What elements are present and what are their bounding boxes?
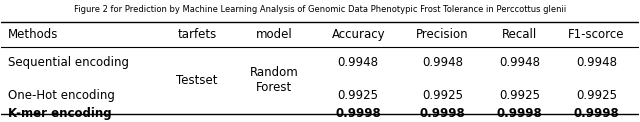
Text: 0.9925: 0.9925 [422,89,463,102]
Text: Accuracy: Accuracy [332,28,385,41]
Text: Random
Forest: Random Forest [250,66,298,94]
Text: 0.9948: 0.9948 [499,56,540,69]
Text: 0.9998: 0.9998 [573,107,620,120]
Text: 0.9998: 0.9998 [497,107,542,120]
Text: Methods: Methods [8,28,58,41]
Text: F1-scorce: F1-scorce [568,28,625,41]
Text: Recall: Recall [502,28,537,41]
Text: 0.9948: 0.9948 [338,56,379,69]
Text: 0.9998: 0.9998 [419,107,465,120]
Text: 0.9925: 0.9925 [499,89,540,102]
Text: 0.9948: 0.9948 [576,56,617,69]
Text: model: model [256,28,292,41]
Text: Figure 2 for Prediction by Machine Learning Analysis of Genomic Data Phenotypic : Figure 2 for Prediction by Machine Learn… [74,5,566,14]
Text: Testset: Testset [176,74,218,87]
Text: tarfets: tarfets [177,28,217,41]
Text: 0.9948: 0.9948 [422,56,463,69]
Text: Precision: Precision [416,28,468,41]
Text: 0.9925: 0.9925 [576,89,617,102]
Text: 0.9925: 0.9925 [338,89,379,102]
Text: One-Hot encoding: One-Hot encoding [8,89,115,102]
Text: K-mer encoding: K-mer encoding [8,107,111,120]
Text: Sequential encoding: Sequential encoding [8,56,129,69]
Text: 0.9998: 0.9998 [335,107,381,120]
